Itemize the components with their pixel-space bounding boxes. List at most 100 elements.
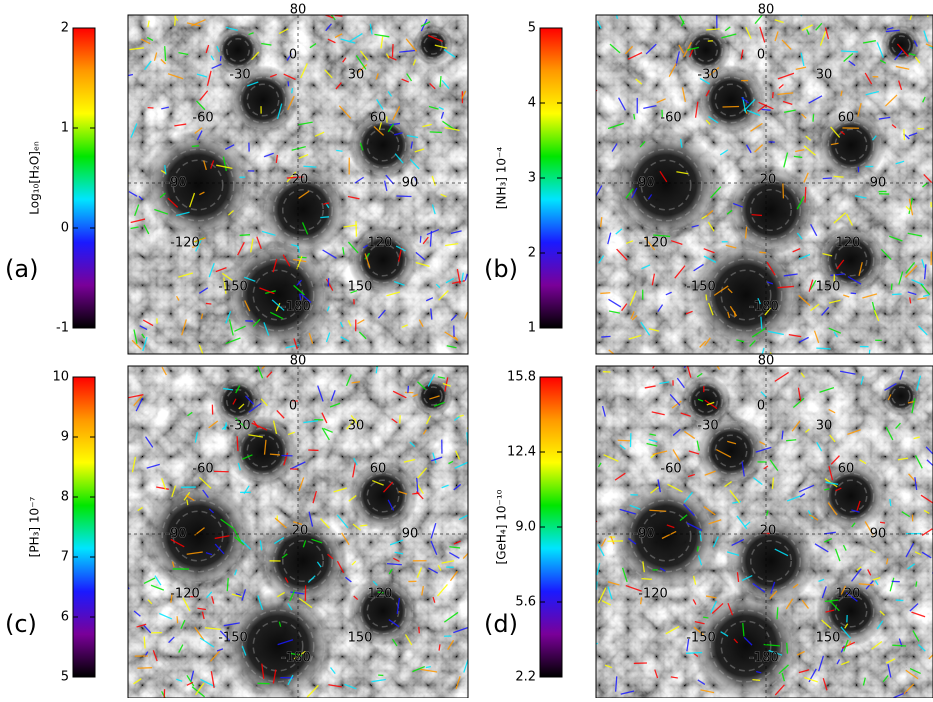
map-label: 60: [370, 111, 387, 126]
colorbar-label: [NH₃] 10⁻⁴: [495, 147, 509, 210]
vortex: [223, 240, 333, 350]
map-label: -60: [660, 111, 681, 126]
wind-vector: [706, 294, 707, 300]
wind-vector: [891, 284, 892, 290]
tick-label: 1: [528, 321, 536, 336]
wind-vector: [408, 386, 409, 393]
wind-vector: [759, 252, 766, 253]
wind-vector: [237, 436, 238, 451]
wind-vector: [360, 525, 367, 526]
map-label: -30: [229, 68, 250, 83]
map-label: -180: [749, 651, 779, 666]
map-label: 60: [370, 462, 387, 477]
wind-vector: [892, 294, 901, 295]
tick-label: 3: [528, 171, 536, 186]
map-label: 20: [760, 524, 777, 539]
colorbar-label: [PH₃] 10⁻⁷: [28, 496, 42, 557]
wind-vector: [892, 645, 906, 646]
map-label: -150: [686, 280, 716, 295]
wind-vector: [356, 221, 357, 237]
map-label: 80: [290, 3, 307, 18]
panel-label: (c): [5, 610, 37, 638]
tick-label: 5.6: [515, 595, 536, 610]
map-label: -180: [281, 300, 311, 315]
wind-vector: [823, 178, 832, 179]
panel-label: (b): [484, 255, 518, 283]
wind-vector: [220, 56, 221, 61]
colorbar: [73, 377, 95, 677]
wind-vector: [634, 114, 635, 119]
tick-label: 2: [528, 246, 536, 261]
colorbar-label: [GeH₄] 10⁻¹⁰: [495, 489, 509, 564]
map-label: 0: [757, 399, 765, 414]
wind-vector: [288, 81, 289, 86]
map-label: 60: [838, 462, 855, 477]
wind-vector: [144, 637, 145, 649]
wind-vector: [420, 236, 421, 243]
map-label: 150: [348, 280, 373, 295]
map-label: 120: [836, 236, 861, 251]
tick-label: 5: [61, 670, 69, 685]
wind-vector: [805, 187, 806, 203]
map-label: 90: [870, 176, 887, 191]
wind-vector: [783, 183, 784, 198]
map-label: 90: [870, 527, 887, 542]
map-label: 30: [816, 419, 833, 434]
wind-vector: [787, 643, 788, 654]
wind-vector: [761, 317, 762, 330]
tick-label: 6: [61, 610, 69, 625]
wind-vector: [335, 15, 343, 16]
colorbar-label: Log₁₀[H₂O]ₑₙ: [28, 141, 42, 215]
map-label: -90: [165, 527, 186, 542]
map-label: 150: [816, 631, 841, 646]
wind-vector: [430, 132, 442, 133]
map-label: 120: [368, 236, 393, 251]
wind-vector: [841, 51, 858, 52]
tick-label: 12.4: [507, 445, 536, 460]
wind-vector: [722, 106, 739, 107]
map-label: -60: [192, 111, 213, 126]
tick-label: 2: [61, 21, 69, 36]
panel-label: (d): [484, 610, 518, 638]
map-label: -120: [170, 587, 200, 602]
wind-vector: [419, 627, 420, 634]
wind-vector: [834, 176, 844, 177]
map-label: 20: [292, 173, 309, 188]
wind-vector: [320, 217, 329, 218]
wind-vector: [585, 172, 596, 179]
wind-vector: [697, 546, 698, 551]
tick-label: -1: [56, 321, 69, 336]
map-label: -60: [192, 462, 213, 477]
tick-label: 5: [528, 21, 536, 36]
wind-vector: [904, 129, 905, 140]
tick-label: 4: [528, 96, 536, 111]
map-label: -30: [229, 419, 250, 434]
tick-label: 0: [61, 221, 69, 236]
map-label: -180: [749, 300, 779, 315]
wind-vector: [777, 607, 778, 619]
wind-vector: [292, 88, 293, 93]
wind-vector: [618, 440, 631, 441]
map-label: 60: [838, 111, 855, 126]
wind-vector: [686, 653, 702, 654]
vortex: [611, 130, 721, 240]
map-label: -60: [660, 462, 681, 477]
map-label: 20: [760, 173, 777, 188]
panel-label: (a): [5, 255, 38, 283]
tick-label: 15.8: [507, 370, 536, 385]
map-label: -150: [218, 280, 248, 295]
map-label: 150: [816, 280, 841, 295]
wind-vector: [336, 150, 342, 151]
wind-vector: [641, 579, 651, 580]
map-label: 80: [758, 354, 775, 369]
wind-vector: [137, 668, 152, 669]
map-label: -30: [697, 419, 718, 434]
wind-vector: [206, 303, 212, 304]
wind-vector: [270, 454, 280, 455]
wind-vector: [752, 680, 760, 681]
wind-vector: [240, 235, 250, 236]
